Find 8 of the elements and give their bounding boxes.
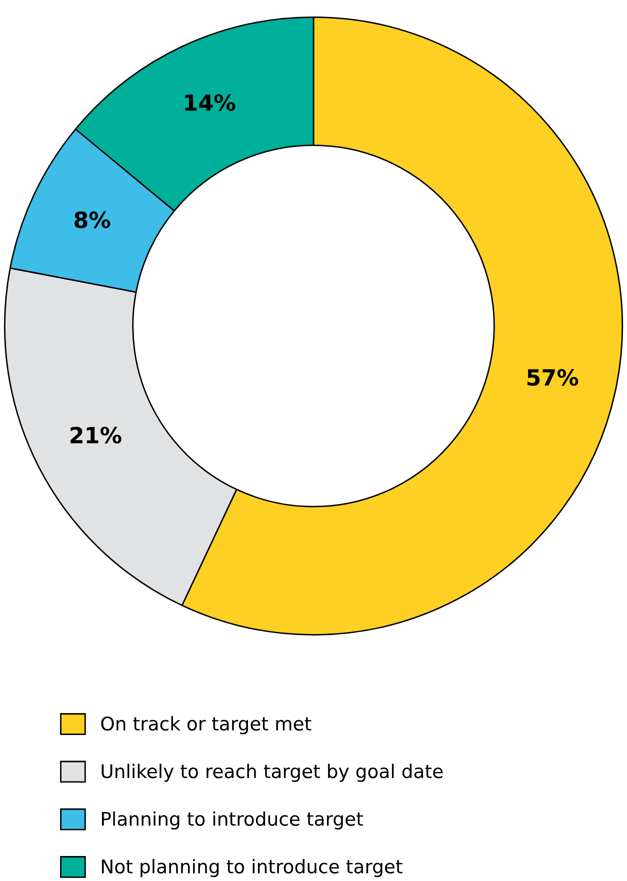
data-label: 21% <box>70 426 122 444</box>
data-label: 8% <box>74 211 110 228</box>
legend-label: Not planning to introduce target <box>102 859 402 878</box>
data-label: 57% <box>527 368 578 386</box>
legend-label: Planning to introduce target <box>102 811 364 830</box>
legend-label: Unlikely to reach target by goal date <box>102 764 443 782</box>
legend-label: On track or target met <box>101 716 312 734</box>
data-label: 14% <box>185 94 236 111</box>
